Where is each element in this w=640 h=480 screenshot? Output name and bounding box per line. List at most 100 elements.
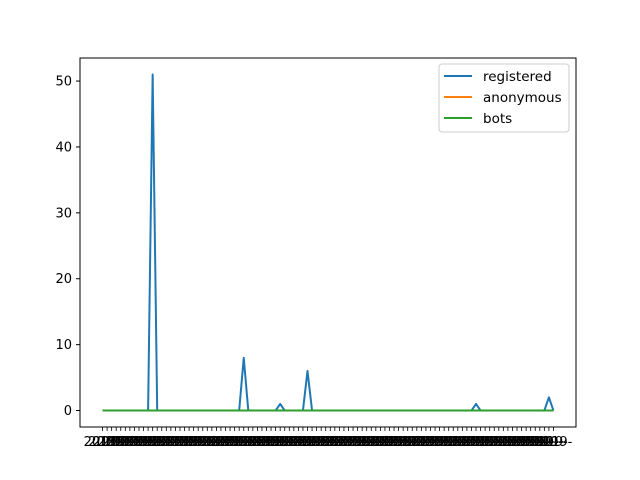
x-tick-label: 2019- (334, 435, 372, 450)
x-tick-label: 2019- (93, 435, 131, 450)
x-axis: 2019-2019-2019-2019-2019-2019-2019-2019-… (84, 427, 573, 450)
x-tick-label: 2019- (448, 435, 486, 450)
x-tick-label: 2019- (393, 435, 431, 450)
x-tick-label: 2019- (466, 435, 504, 450)
x-tick-label: 2019- (453, 435, 491, 450)
x-tick-label: 2019- (484, 435, 522, 450)
y-tick-label: 50 (55, 75, 72, 90)
x-tick-label: 2019- (147, 435, 185, 450)
x-tick-label: 2019- (380, 435, 418, 450)
x-tick-label: 2019- (216, 435, 254, 450)
x-tick-label: 2019- (134, 435, 172, 450)
x-tick-label: 2019- (421, 435, 459, 450)
x-tick-label: 2019- (357, 435, 395, 450)
x-tick-label: 2019- (298, 435, 336, 450)
x-tick-label: 2019- (384, 435, 422, 450)
x-tick-label: 2019- (229, 435, 267, 450)
x-tick-label: 2019- (307, 435, 345, 450)
x-tick-label: 2019- (498, 435, 536, 450)
x-tick-label: 2019- (343, 435, 381, 450)
x-tick-label: 2019- (489, 435, 527, 450)
x-tick-label: 2019- (293, 435, 331, 450)
x-tick-label: 2019- (325, 435, 363, 450)
x-tick-label: 2019- (535, 435, 573, 450)
x-tick-label: 2019- (106, 435, 144, 450)
y-tick-label: 40 (55, 140, 72, 155)
x-tick-label: 2019- (152, 435, 190, 450)
x-tick-label: 2019- (211, 435, 249, 450)
y-tick-label: 30 (55, 206, 72, 221)
x-tick-label: 2019- (371, 435, 409, 450)
x-tick-label: 2019- (179, 435, 217, 450)
x-tick-label: 2019- (352, 435, 390, 450)
x-tick-label: 2019- (239, 435, 277, 450)
x-tick-label: 2019- (143, 435, 181, 450)
x-tick-label: 2019- (252, 435, 290, 450)
x-tick-label: 2019- (270, 435, 308, 450)
x-tick-label: 2019- (503, 435, 541, 450)
x-tick-label: 2019- (361, 435, 399, 450)
x-tick-label: 2019- (125, 435, 163, 450)
x-tick-label: 2019- (88, 435, 126, 450)
x-tick-label: 2019- (439, 435, 477, 450)
x-tick-label: 2019- (120, 435, 158, 450)
x-tick-label: 2019- (284, 435, 322, 450)
x-tick-label: 2019- (412, 435, 450, 450)
x-tick-label: 2019- (507, 435, 545, 450)
x-tick-label: 2019- (207, 435, 245, 450)
x-tick-label: 2019- (330, 435, 368, 450)
x-tick-label: 2019- (480, 435, 518, 450)
x-tick-label: 2019- (257, 435, 295, 450)
y-tick-label: 10 (55, 338, 72, 353)
x-tick-label: 2019- (202, 435, 240, 450)
x-tick-label: 2019- (193, 435, 231, 450)
legend-box (438, 63, 570, 133)
x-tick-label: 2019- (521, 435, 559, 450)
x-tick-label: 2019- (97, 435, 135, 450)
x-tick-label: 2019- (407, 435, 445, 450)
x-tick-label: 2019- (170, 435, 208, 450)
x-tick-label: 2019- (289, 435, 327, 450)
legend-label-anonymous: anonymous (483, 90, 562, 106)
x-tick-label: 2019- (512, 435, 550, 450)
x-tick-label: 2019- (457, 435, 495, 450)
plot-frame (79, 57, 577, 428)
legend-label-bots: bots (483, 111, 512, 127)
legend: registered anonymous bots (438, 63, 570, 133)
legend-label-registered: registered (483, 69, 552, 85)
y-axis: 0 10 20 30 40 50 (55, 75, 80, 419)
x-tick-label: 2019- (138, 435, 176, 450)
x-tick-label: 2019- (157, 435, 195, 450)
x-tick-label: 2019- (311, 435, 349, 450)
x-tick-label: 2019- (102, 435, 140, 450)
x-tick-label: 2019- (266, 435, 304, 450)
x-tick-label: 2019- (275, 435, 313, 450)
x-tick-label: 2019- (84, 435, 122, 450)
x-tick-label: 2019- (402, 435, 440, 450)
x-tick-label: 2019- (339, 435, 377, 450)
x-tick-label: 2019- (398, 435, 436, 450)
x-tick-label: 2019- (116, 435, 154, 450)
x-tick-label: 2019- (302, 435, 340, 450)
x-tick-label: 2019- (366, 435, 404, 450)
x-tick-label: 2019- (166, 435, 204, 450)
x-tick-label: 2019- (161, 435, 199, 450)
x-tick-label: 2019- (416, 435, 454, 450)
x-tick-label: 2019- (320, 435, 358, 450)
x-tick-label: 2019- (471, 435, 509, 450)
x-tick-label: 2019- (494, 435, 532, 450)
x-tick-label: 2019- (316, 435, 354, 450)
x-tick-label: 2019- (129, 435, 167, 450)
x-tick-label: 2019- (248, 435, 286, 450)
x-tick-label: 2019- (516, 435, 554, 450)
x-tick-label: 2019- (425, 435, 463, 450)
x-tick-label: 2019- (184, 435, 222, 450)
x-tick-label: 2019- (234, 435, 272, 450)
x-tick-label: 2019- (525, 435, 563, 450)
x-tick-label: 2019- (220, 435, 258, 450)
x-tick-label: 2019- (443, 435, 481, 450)
x-tick-label: 2019- (530, 435, 568, 450)
x-tick-label: 2019- (243, 435, 281, 450)
y-tick-label: 20 (55, 272, 72, 287)
